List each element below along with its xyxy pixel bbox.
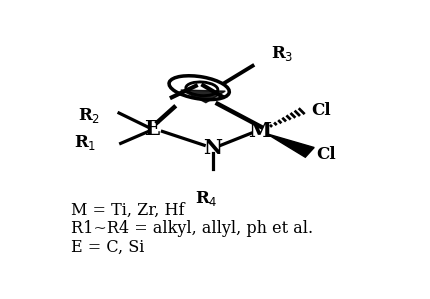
Text: E: E [144, 119, 160, 139]
Text: M = Ti, Zr, Hf: M = Ti, Zr, Hf [71, 202, 184, 219]
Text: R$_3$: R$_3$ [271, 44, 293, 63]
Text: R1~R4 = alkyl, allyl, ph et al.: R1~R4 = alkyl, allyl, ph et al. [71, 220, 312, 237]
Text: M: M [247, 121, 270, 141]
Text: R$_2$: R$_2$ [78, 106, 100, 125]
Text: R$_1$: R$_1$ [74, 133, 97, 152]
Text: R$_4$: R$_4$ [194, 189, 217, 208]
Text: E = C, Si: E = C, Si [71, 239, 144, 256]
Text: Cl: Cl [310, 102, 330, 119]
Polygon shape [181, 90, 225, 103]
Polygon shape [266, 134, 313, 157]
Text: Cl: Cl [316, 146, 335, 163]
Text: N: N [203, 138, 221, 158]
